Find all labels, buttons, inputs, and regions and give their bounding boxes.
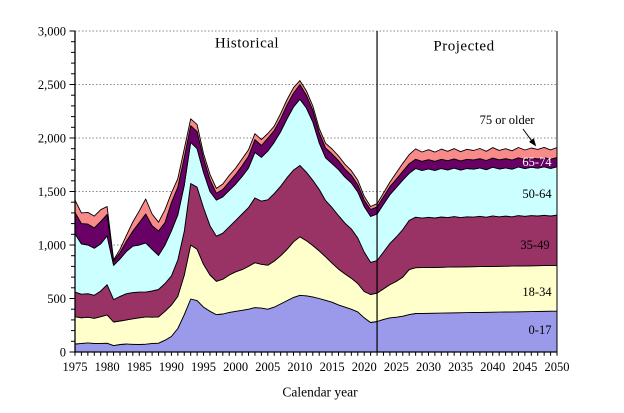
x-tick-label: 2030 — [416, 360, 441, 374]
x-tick-label: 1985 — [127, 360, 152, 374]
x-tick-label: 1975 — [63, 360, 88, 374]
x-tick-label: 2035 — [448, 360, 473, 374]
x-tick-label: 2050 — [545, 360, 570, 374]
band-label-18-34: 18-34 — [522, 284, 552, 299]
y-tick-label: 2,000 — [38, 131, 66, 145]
x-axis-title: Calendar year — [282, 384, 358, 400]
y-tick-label: 3,000 — [38, 24, 66, 38]
projected-region-label: Projected — [433, 38, 495, 55]
x-tick-label: 2000 — [223, 360, 248, 374]
x-tick-label: 2005 — [255, 360, 280, 374]
annotation-75-or-older-label: 75 or older — [479, 112, 535, 127]
band-label-50-64: 50-64 — [522, 186, 552, 201]
y-tick-label: 1,000 — [38, 238, 66, 252]
x-tick-label: 2040 — [480, 360, 505, 374]
x-tick-label: 2015 — [320, 360, 345, 374]
x-tick-label: 2020 — [352, 360, 377, 374]
y-tick-label: 0 — [60, 345, 66, 359]
annotation-arrowhead-icon — [529, 138, 537, 147]
y-tick-label: 500 — [47, 292, 66, 306]
y-tick-label: 1,500 — [38, 185, 66, 199]
band-label-0-17: 0-17 — [528, 322, 552, 337]
x-tick-label: 1980 — [95, 360, 120, 374]
x-tick-label: 2025 — [384, 360, 409, 374]
x-tick-label: 2045 — [512, 360, 537, 374]
x-tick-label: 1995 — [191, 360, 216, 374]
historical-region-label: Historical — [214, 35, 280, 52]
band-label-35-49: 35-49 — [520, 237, 550, 252]
x-tick-label: 2010 — [287, 360, 312, 374]
x-tick-label: 1990 — [159, 360, 184, 374]
band-label-65-74: 65-74 — [522, 154, 552, 169]
y-tick-label: 2,500 — [38, 78, 66, 92]
